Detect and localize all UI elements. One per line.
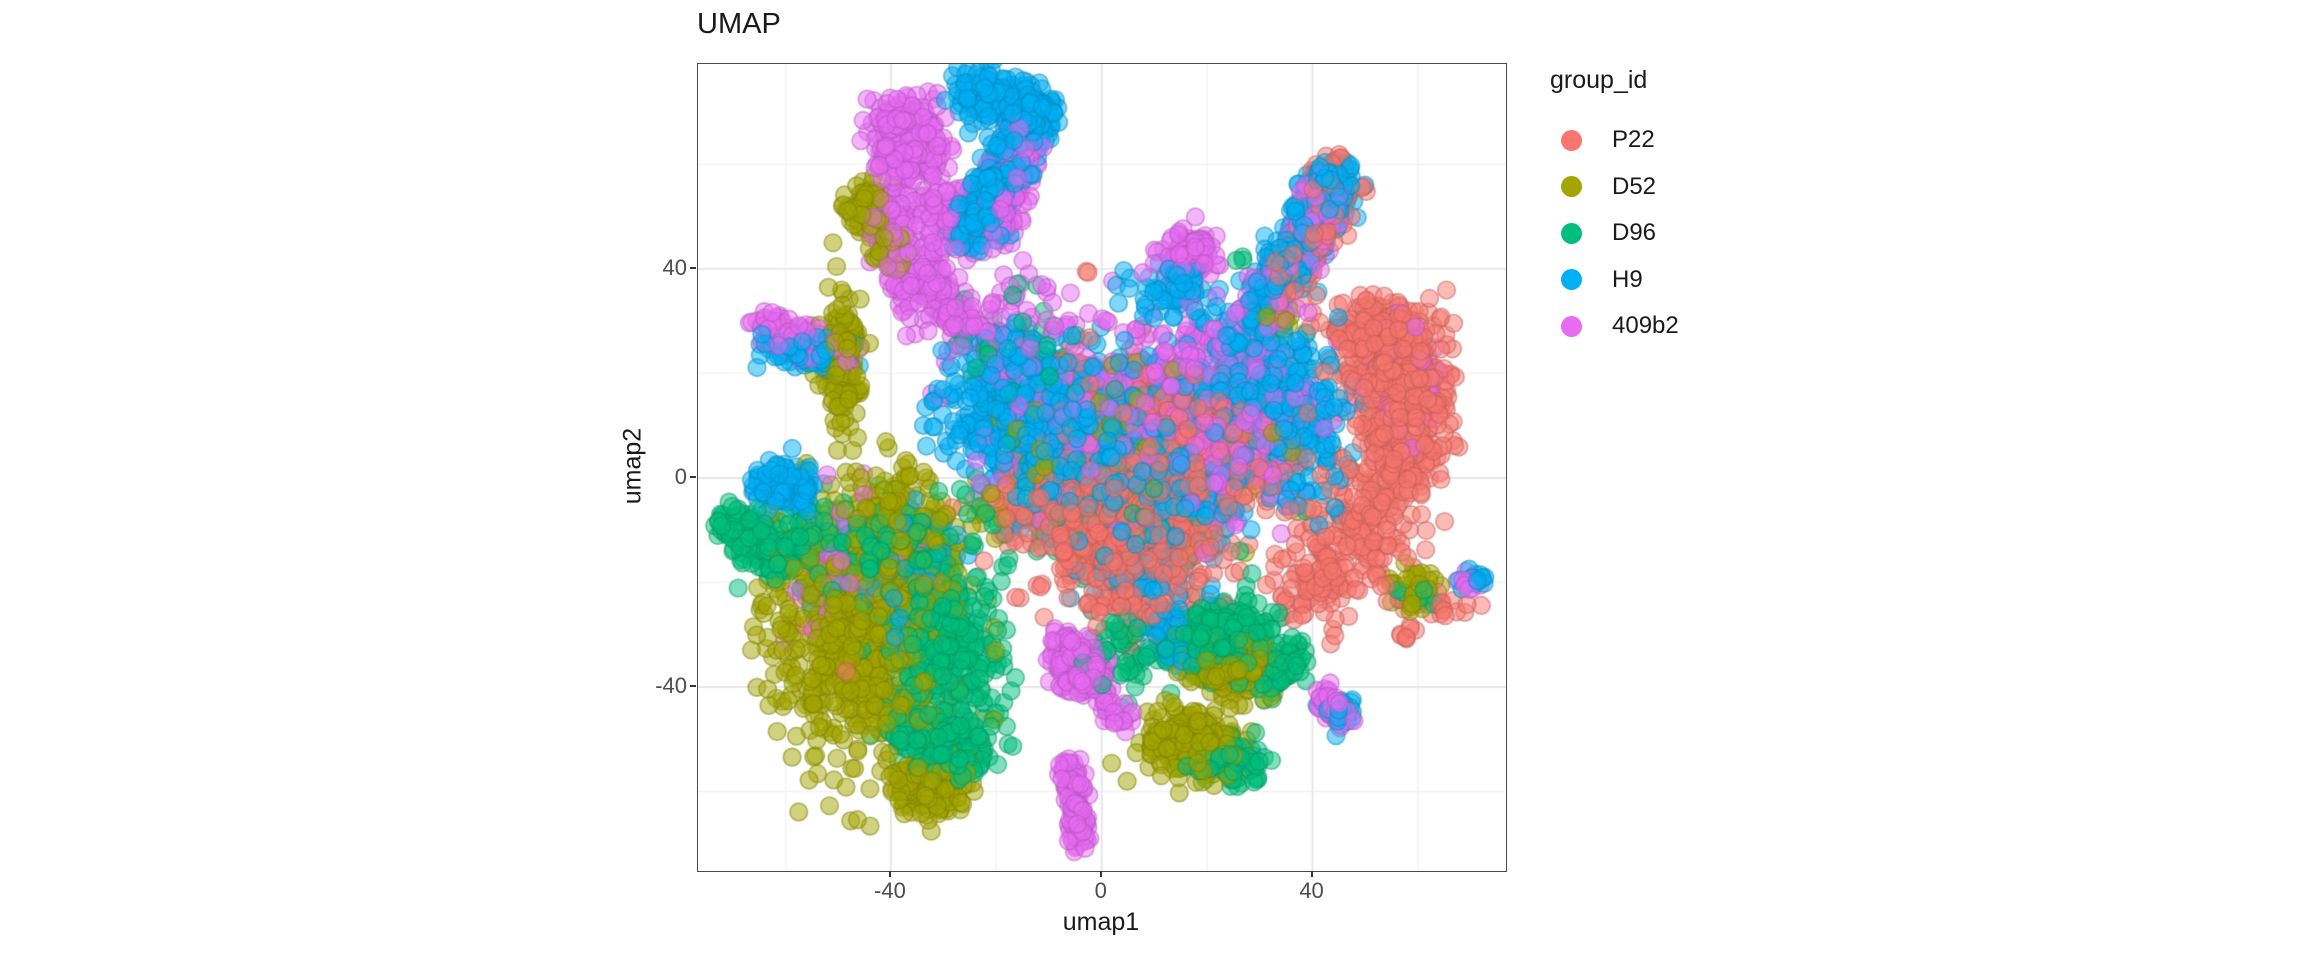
- legend-label: P22: [1612, 126, 1655, 154]
- legend-items: P22 D52 D96 H9 409b2: [1550, 117, 1679, 350]
- legend-item-D96: D96: [1550, 210, 1656, 257]
- legend-key-dot: [1561, 269, 1582, 291]
- legend-label: D52: [1612, 172, 1657, 200]
- legend-key-dot: [1561, 176, 1582, 198]
- legend-key-dot: [1561, 315, 1582, 337]
- scatter-canvas: [698, 64, 1506, 871]
- legend-item-P22: P22: [1550, 117, 1655, 164]
- legend-label: H9: [1612, 265, 1643, 293]
- y-tick-mark: [690, 266, 696, 269]
- legend-item-D52: D52: [1550, 164, 1656, 211]
- legend-key-dot: [1561, 129, 1582, 151]
- y-tick-mark: [690, 685, 696, 688]
- x-tick-mark: [1310, 871, 1313, 877]
- legend-label: 409b2: [1612, 312, 1679, 340]
- legend: group_id P22 D52 D96 H9 409b2: [1550, 66, 1679, 350]
- legend-label: D96: [1612, 219, 1657, 247]
- x-tick-mark: [888, 871, 891, 877]
- x-tick-mark: [1099, 871, 1102, 877]
- x-tick-label: 0: [1094, 878, 1107, 903]
- x-tick-label: 40: [1299, 878, 1324, 903]
- x-axis-title: umap1: [1062, 908, 1140, 936]
- y-tick-mark: [690, 475, 696, 478]
- y-tick-label: 0: [674, 463, 687, 489]
- legend-title: group_id: [1550, 66, 1648, 94]
- plot-panel: [697, 63, 1507, 872]
- legend-item-H9: H9: [1550, 257, 1647, 304]
- y-axis-title: umap2: [618, 427, 647, 505]
- plot-title: UMAP: [697, 8, 781, 40]
- legend-key-dot: [1561, 222, 1582, 244]
- y-tick-label: 40: [662, 254, 687, 280]
- y-tick-label: -40: [655, 673, 687, 699]
- x-tick-label: -40: [874, 878, 906, 903]
- legend-item-409b2: 409b2: [1550, 303, 1679, 350]
